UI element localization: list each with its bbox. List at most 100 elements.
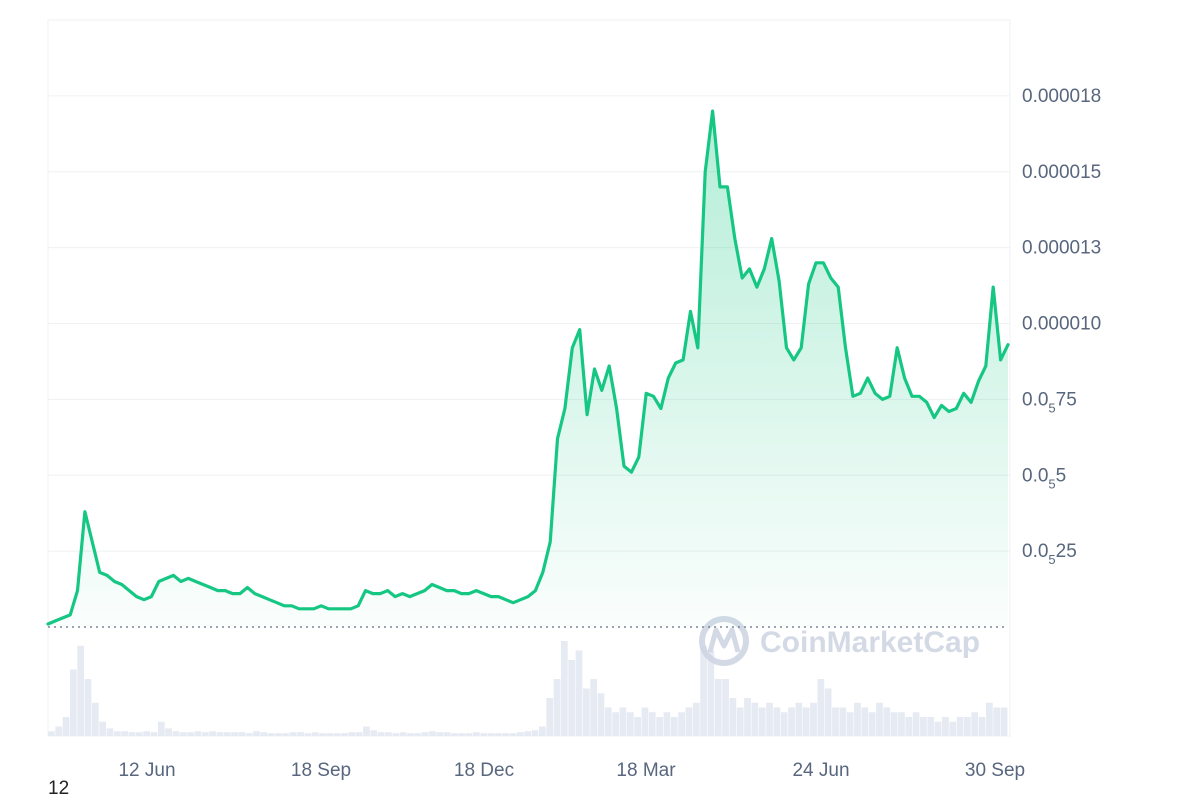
- volume-bar: [729, 698, 737, 736]
- volume-bar: [253, 731, 260, 736]
- volume-bar: [568, 660, 576, 736]
- volume-bar: [348, 732, 356, 736]
- y-tick-label-0: 0.0525: [1022, 541, 1077, 567]
- volume-bar: [99, 721, 107, 736]
- volume-bar: [194, 731, 202, 736]
- volume-bar: [692, 702, 700, 736]
- volume-bar: [267, 733, 275, 736]
- x-tick-label-5: 30 Sep: [965, 760, 1025, 781]
- volume-bar: [876, 702, 883, 736]
- volume-bar: [487, 733, 495, 736]
- volume-bar: [890, 712, 898, 736]
- volume-bar: [429, 731, 436, 736]
- volume-bar: [824, 688, 832, 736]
- corner-label: 12: [48, 778, 70, 799]
- volume-bar: [363, 726, 370, 736]
- volume-bar: [311, 732, 319, 736]
- volume-bar: [670, 717, 678, 736]
- volume-bar: [216, 732, 224, 736]
- volume-bar: [135, 732, 143, 736]
- volume-bar: [531, 730, 539, 736]
- volume-bar: [700, 645, 707, 736]
- volume-bar: [289, 732, 297, 736]
- volume-bar: [685, 707, 693, 736]
- y-tick-label-2: 0.0575: [1022, 389, 1077, 415]
- volume-bar: [201, 732, 209, 736]
- volume-bar: [143, 731, 150, 736]
- volume-bar: [780, 712, 788, 736]
- volume-bar: [231, 732, 238, 736]
- volume-bar: [128, 732, 136, 736]
- volume-bar: [524, 731, 532, 736]
- volume-bar: [766, 702, 773, 736]
- volume-bar: [788, 707, 795, 736]
- volume-bar: [62, 717, 70, 736]
- volume-bar: [626, 712, 634, 736]
- volume-bar: [399, 732, 407, 736]
- volume-bar: [949, 721, 957, 736]
- volume-bar: [964, 717, 971, 736]
- volume-bar: [333, 733, 341, 736]
- volume-bar: [451, 733, 458, 736]
- volume-bar: [84, 679, 92, 736]
- volume-bar: [795, 702, 803, 736]
- volume-bar: [736, 707, 744, 736]
- y-tick-tail: 25: [1056, 541, 1077, 562]
- volume-bar: [392, 733, 400, 736]
- x-axis-labels: 12 Jun 18 Sep 18 Dec 18 Mar 24 Jun 30 Sep: [118, 760, 1025, 781]
- volume-bar: [48, 731, 55, 736]
- volume-bar: [861, 707, 869, 736]
- volume-bar: [282, 733, 290, 736]
- volume-bar: [868, 712, 876, 736]
- volume-bar: [187, 732, 194, 736]
- volume-bar: [436, 732, 444, 736]
- volume-bar: [751, 702, 759, 736]
- volume-bar: [209, 731, 216, 736]
- volume-bar: [517, 732, 524, 736]
- volume-bar: [385, 732, 392, 736]
- volume-bar: [538, 726, 546, 736]
- volume-bar: [912, 712, 920, 736]
- y-tick-subscript: 5: [1048, 400, 1055, 415]
- volume-bar: [744, 698, 751, 736]
- volume-bar: [575, 650, 583, 736]
- coinmarketcap-watermark: CoinMarketCap: [699, 616, 980, 666]
- volume-bar: [319, 733, 326, 736]
- volume-bar: [304, 733, 312, 736]
- volume-bar: [480, 733, 488, 736]
- volume-bar: [421, 732, 429, 736]
- volume-bar: [956, 717, 964, 736]
- x-tick-label-1: 18 Sep: [291, 760, 351, 781]
- x-tick-label-3: 18 Mar: [616, 760, 676, 781]
- price-area-fill: [48, 111, 1008, 628]
- volume-bar: [898, 712, 905, 736]
- volume-bar: [714, 679, 722, 736]
- volume-bar: [934, 721, 942, 736]
- volume-bar: [77, 645, 85, 736]
- x-tick-label-2: 18 Dec: [454, 760, 514, 781]
- volume-bar: [355, 732, 363, 736]
- volume-bar: [326, 733, 334, 736]
- volume-bar: [377, 732, 385, 736]
- volume-bar: [758, 707, 766, 736]
- y-tick-label-3: 0.000010: [1022, 314, 1101, 335]
- volume-bar: [414, 733, 422, 736]
- volume-bar: [612, 712, 620, 736]
- volume-bar: [458, 733, 466, 736]
- volume-bar: [722, 679, 729, 736]
- volume-bar: [407, 733, 414, 736]
- volume-bar: [905, 717, 913, 736]
- volume-bar: [582, 688, 590, 736]
- volume-bar: [465, 733, 473, 736]
- volume-bar: [810, 702, 817, 736]
- volume-bar: [854, 702, 861, 736]
- volume-bar: [678, 712, 685, 736]
- volume-bar: [978, 717, 986, 736]
- volume-bar: [634, 717, 641, 736]
- volume-bar: [495, 733, 502, 736]
- volume-bar: [832, 707, 839, 736]
- coinmarketcap-logo-mark: [707, 627, 741, 653]
- volume-bar: [971, 712, 979, 736]
- volume-bar: [113, 731, 121, 736]
- y-tick-tail: 5: [1056, 465, 1067, 486]
